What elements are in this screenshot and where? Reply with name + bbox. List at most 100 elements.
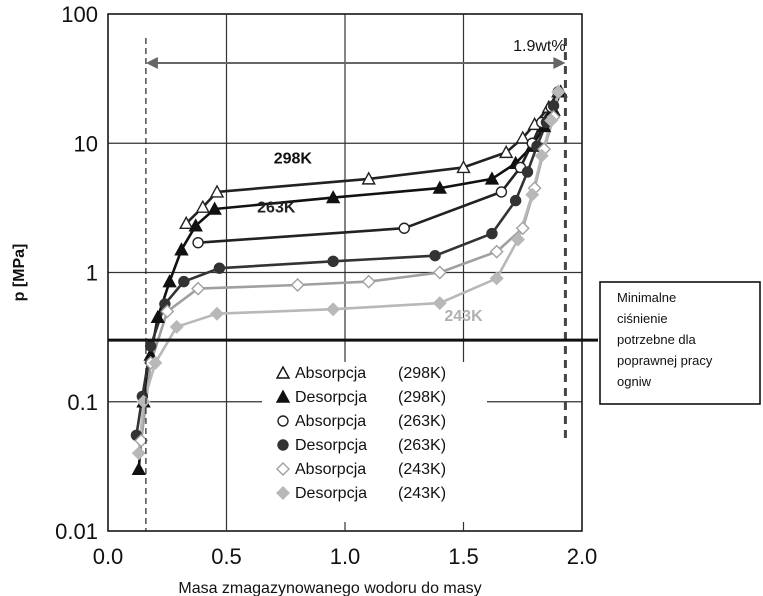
data-point-diamond — [511, 232, 525, 247]
data-point-triangle — [515, 130, 530, 144]
data-point-triangle — [456, 159, 471, 174]
legend-entry-label: Desorpcja — [295, 389, 367, 406]
callout-line: Minimalne — [617, 290, 676, 305]
curve-label: 243K — [444, 308, 483, 325]
legend-entry-temp: (243K) — [398, 485, 446, 502]
data-point-triangle — [432, 180, 447, 194]
data-point-triangle — [150, 309, 165, 324]
annotations: 1.9wt% — [108, 38, 598, 531]
data-point-diamond — [160, 304, 175, 319]
data-point-triangle — [162, 274, 177, 288]
x-tick-labels: 0.0 0.5 1.0 1.5 2.0 — [93, 544, 598, 569]
legend-entry-temp: (263K) — [398, 413, 446, 430]
legend-entry-temp: (263K) — [398, 437, 446, 454]
range-arrow-head-right — [553, 57, 566, 69]
data-point-circle — [486, 227, 498, 240]
data-point-circle — [277, 439, 289, 451]
plot-frame — [107, 13, 583, 532]
curve-labels: 298K 263K 243K — [257, 150, 483, 325]
data-point-triangle — [174, 242, 189, 256]
data-point-diamond — [131, 446, 146, 461]
callout-line: ciśnienie — [617, 311, 668, 326]
data-point-diamond — [326, 302, 341, 317]
data-point-diamond — [169, 319, 184, 334]
legend-entry-label: Absorpcja — [295, 461, 366, 478]
data-point-diamond — [551, 84, 566, 99]
y-tick-labels: 0.01 0.1 1 10 100 — [55, 2, 98, 544]
range-label: 1.9wt% — [513, 38, 565, 55]
y-axis-title: p [MPa] — [11, 244, 28, 302]
data-point-circle — [213, 262, 226, 274]
data-point-circle — [495, 186, 508, 198]
data-point-diamond — [210, 306, 225, 321]
data-point-diamond — [361, 274, 376, 289]
data-point-circle — [144, 340, 157, 352]
callout-line: potrzebne dla — [617, 332, 697, 347]
y-tick-label: 1 — [86, 261, 98, 286]
data-point-diamond — [290, 278, 305, 293]
x-tick-label: 2.0 — [567, 544, 598, 569]
data-point-triangle — [361, 171, 376, 185]
data-point-circle — [509, 194, 522, 207]
y-tick-label: 100 — [61, 2, 98, 27]
data-point-triangle — [275, 389, 291, 403]
legend-entry-label: Absorpcja — [295, 365, 366, 382]
data-point-diamond — [276, 486, 290, 500]
data-point-diamond — [489, 244, 504, 259]
x-tick-label: 0.5 — [211, 544, 242, 569]
data-point-circle — [547, 100, 560, 112]
data-point-diamond — [534, 148, 549, 163]
legend-box — [262, 362, 487, 522]
data-point-triangle — [179, 215, 194, 230]
threshold-callout: Minimalne ciśnienie potrzebne dla poprawnej… — [599, 281, 761, 405]
x-tick-label: 1.5 — [448, 544, 479, 569]
legend: Absorpcja (298K) Desorpcja (298K) Absorpcja (… — [262, 362, 487, 522]
data-point-diamond — [432, 296, 447, 311]
range-arrow-head-left — [145, 57, 158, 69]
data-point-triangle — [275, 365, 291, 379]
series-line-3 — [198, 91, 560, 244]
data-point-circle — [521, 166, 534, 178]
data-point-triangle — [484, 171, 500, 185]
curve-label: 298K — [274, 150, 313, 167]
legend-entry-label: Absorpcja — [295, 413, 366, 430]
data-point-triangle — [498, 144, 514, 159]
data-point-triangle — [209, 184, 225, 198]
data-point-diamond — [134, 433, 149, 448]
data-point-triangle — [207, 201, 222, 215]
data-point-circle — [398, 222, 410, 234]
legend-entry-label: Desorpcja — [295, 437, 367, 454]
data-point-circle — [192, 237, 204, 249]
data-point-diamond — [515, 221, 530, 236]
data-point-triangle — [188, 218, 203, 232]
data-point-triangle — [325, 190, 341, 204]
data-point-triangle — [195, 199, 210, 213]
data-point-circle — [429, 249, 441, 262]
callout-line: poprawnej pracy — [617, 353, 713, 368]
data-point-triangle — [131, 461, 146, 476]
data-point-diamond — [489, 271, 504, 286]
data-point-diamond — [191, 281, 206, 296]
data-point-circle — [277, 415, 289, 427]
x-tick-label: 0.0 — [93, 544, 124, 569]
y-tick-label: 10 — [74, 131, 98, 156]
legend-entry-temp: (298K) — [398, 389, 446, 406]
callout-box — [599, 281, 761, 405]
data-point-circle — [327, 255, 339, 268]
legend-entry-temp: (243K) — [398, 461, 446, 478]
data-point-diamond — [136, 394, 151, 409]
data-point-diamond — [544, 113, 559, 128]
legend-entry-temp: (298K) — [398, 365, 446, 382]
data-point-diamond — [525, 187, 540, 202]
x-tick-label: 1.0 — [330, 544, 361, 569]
legend-entry-label: Desorpcja — [295, 485, 367, 502]
x-axis-title: Masa zmagazynowanego wodoru do masy — [178, 580, 481, 596]
data-point-diamond — [432, 265, 447, 280]
y-tick-label: 0.01 — [55, 519, 98, 544]
data-point-diamond — [148, 355, 163, 370]
series-line-1 — [185, 91, 560, 225]
y-tick-label: 0.1 — [67, 390, 98, 415]
callout-line: ogniw — [617, 374, 652, 389]
series-markers — [130, 84, 568, 476]
